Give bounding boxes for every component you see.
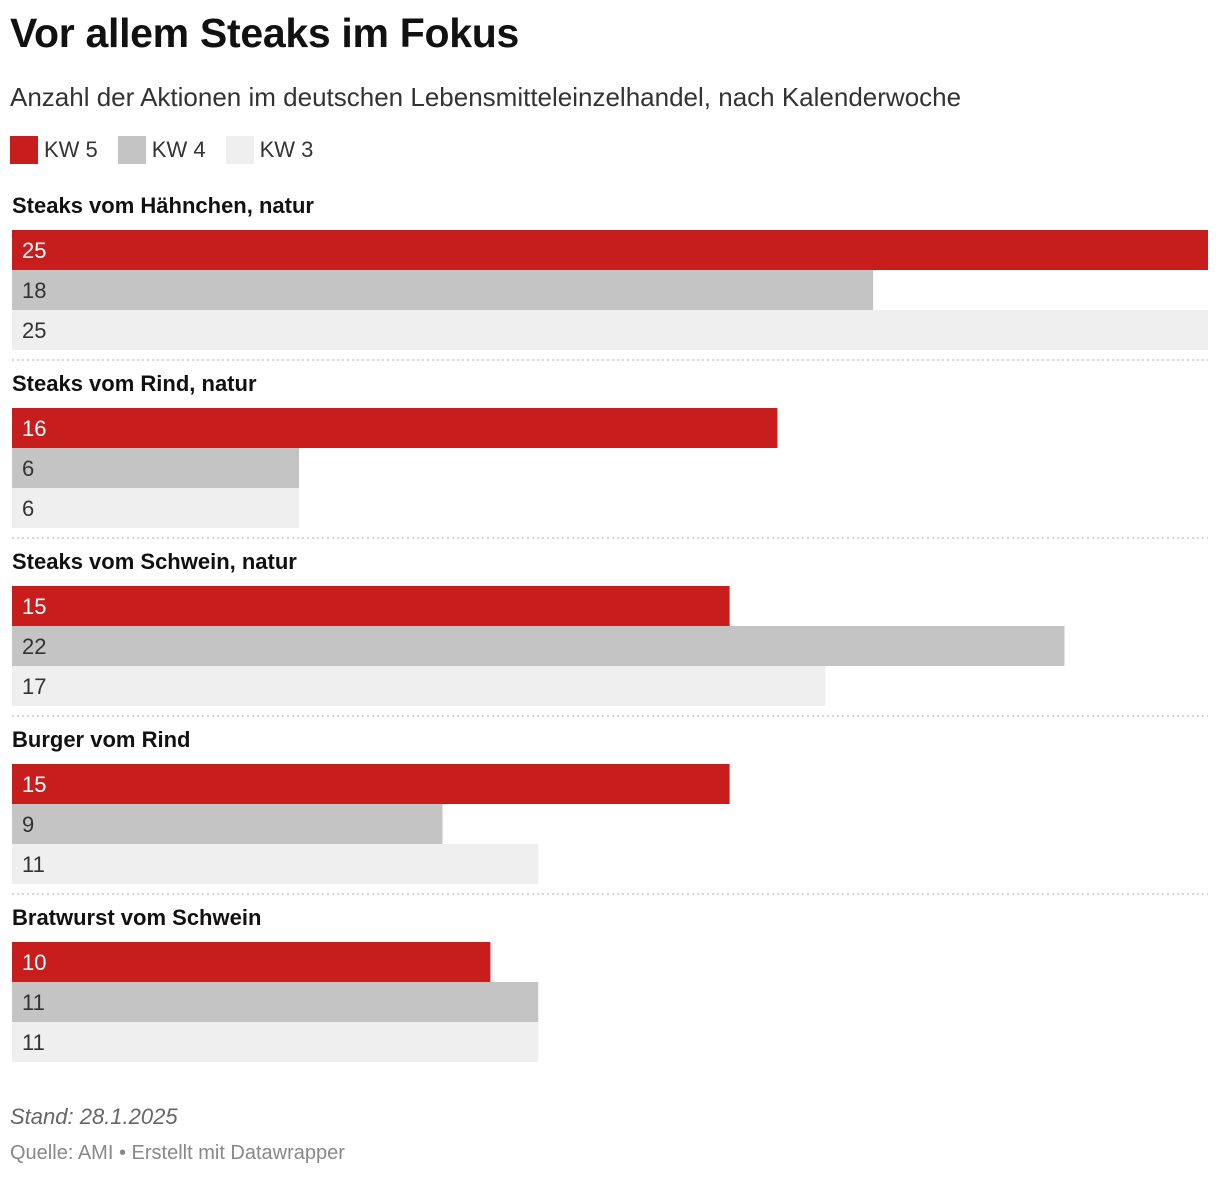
- bar-steaks-vom-haehnchen-natur-kw-5: [12, 230, 1208, 270]
- bar-value-steaks-vom-rind-natur-kw-5: 16: [22, 416, 46, 441]
- bar-steaks-vom-rind-natur-kw-3: [12, 488, 300, 528]
- bar-bratwurst-vom-schwein-kw-4: [12, 982, 539, 1022]
- bar-steaks-vom-haehnchen-natur-kw-4: [12, 270, 874, 310]
- credit-text: Erstellt mit Datawrapper: [131, 1142, 345, 1164]
- bar-steaks-vom-rind-natur-kw-4: [12, 448, 300, 488]
- legend-label-kw5: KW 5: [44, 137, 98, 162]
- category-label-bratwurst-vom-schwein: Bratwurst vom Schwein: [12, 905, 261, 930]
- category-label-steaks-vom-haehnchen-natur: Steaks vom Hähnchen, natur: [12, 193, 314, 218]
- bar-value-steaks-vom-rind-natur-kw-4: 6: [22, 456, 34, 481]
- bar-value-bratwurst-vom-schwein-kw-4: 11: [22, 990, 45, 1015]
- bar-value-steaks-vom-schwein-natur-kw-4: 22: [22, 634, 46, 659]
- bar-value-steaks-vom-haehnchen-natur-kw-4: 18: [22, 278, 46, 303]
- bar-steaks-vom-rind-natur-kw-5: [12, 408, 778, 448]
- source-text: Quelle: AMI: [10, 1142, 114, 1164]
- legend-label-kw4: KW 4: [151, 137, 206, 162]
- footer-separator: •: [118, 1142, 126, 1164]
- bar-value-steaks-vom-schwein-natur-kw-5: 15: [22, 594, 46, 619]
- bar-steaks-vom-haehnchen-natur-kw-3: [12, 310, 1208, 350]
- source-footer: Quelle: AMI • Erstellt mit Datawrapper: [10, 1142, 345, 1165]
- bar-value-steaks-vom-rind-natur-kw-3: 6: [22, 496, 34, 521]
- date-note: Stand: 28.1.2025: [10, 1104, 178, 1129]
- bar-value-burger-vom-rind-kw-3: 11: [22, 852, 45, 877]
- legend: KW 5 KW 4 KW 3: [10, 136, 333, 164]
- category-label-burger-vom-rind: Burger vom Rind: [12, 727, 190, 752]
- bar-value-steaks-vom-schwein-natur-kw-3: 17: [22, 674, 46, 699]
- bar-steaks-vom-schwein-natur-kw-4: [12, 626, 1065, 666]
- legend-swatch-kw4: [117, 136, 146, 164]
- legend-item-kw3: KW 3: [225, 136, 314, 164]
- bar-value-steaks-vom-haehnchen-natur-kw-3: 25: [22, 318, 46, 343]
- chart-subtitle: Anzahl der Aktionen im deutschen Lebensm…: [10, 82, 962, 112]
- chart-title: Vor allem Steaks im Fokus: [10, 10, 520, 56]
- bar-steaks-vom-schwein-natur-kw-3: [12, 666, 826, 706]
- legend-swatch-kw3: [225, 136, 254, 164]
- bar-value-bratwurst-vom-schwein-kw-5: 10: [22, 950, 46, 975]
- legend-swatch-kw5: [10, 136, 38, 164]
- bar-burger-vom-rind-kw-4: [12, 804, 443, 844]
- bar-burger-vom-rind-kw-3: [12, 844, 539, 884]
- category-label-steaks-vom-schwein-natur: Steaks vom Schwein, natur: [12, 549, 297, 574]
- bar-bratwurst-vom-schwein-kw-3: [12, 1022, 539, 1062]
- bar-value-steaks-vom-haehnchen-natur-kw-5: 25: [22, 238, 46, 263]
- bar-burger-vom-rind-kw-5: [12, 764, 730, 804]
- bar-value-bratwurst-vom-schwein-kw-3: 11: [22, 1030, 45, 1055]
- bar-value-burger-vom-rind-kw-5: 15: [22, 772, 46, 797]
- legend-item-kw5: KW 5: [10, 136, 98, 164]
- bar-bratwurst-vom-schwein-kw-5: [12, 942, 491, 982]
- bar-steaks-vom-schwein-natur-kw-5: [12, 586, 730, 626]
- legend-item-kw4: KW 4: [117, 136, 206, 164]
- legend-label-kw3: KW 3: [259, 137, 314, 162]
- category-label-steaks-vom-rind-natur: Steaks vom Rind, natur: [12, 371, 257, 396]
- bar-value-burger-vom-rind-kw-4: 9: [22, 812, 34, 837]
